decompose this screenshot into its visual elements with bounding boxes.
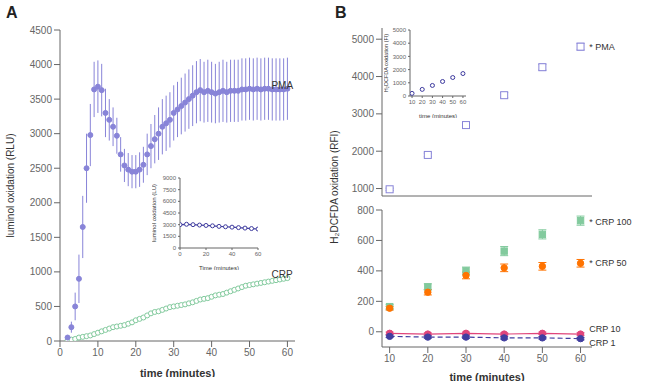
svg-text:luminol oxidation (LU): luminol oxidation (LU) — [152, 184, 157, 242]
svg-text:H₂DCFDA oxidation (FI): H₂DCFDA oxidation (FI) — [384, 34, 389, 93]
svg-text:3000: 3000 — [163, 222, 177, 228]
svg-text:50: 50 — [537, 353, 549, 364]
svg-text:60: 60 — [255, 251, 262, 257]
svg-text:3000: 3000 — [30, 128, 53, 139]
svg-text:50: 50 — [449, 99, 456, 105]
svg-text:3000: 3000 — [393, 54, 407, 60]
svg-text:4000: 4000 — [393, 40, 407, 46]
svg-text:800: 800 — [357, 205, 374, 216]
svg-text:500: 500 — [35, 301, 52, 312]
svg-text:CRP 1: CRP 1 — [589, 338, 615, 348]
svg-text:9000: 9000 — [163, 175, 177, 181]
svg-text:20: 20 — [130, 347, 142, 358]
svg-text:1500: 1500 — [30, 232, 53, 243]
svg-text:7500: 7500 — [163, 187, 177, 193]
svg-text:10: 10 — [384, 353, 396, 364]
svg-text:* CRP 100: * CRP 100 — [589, 217, 631, 227]
svg-text:* PMA: * PMA — [589, 42, 615, 52]
svg-text:4000: 4000 — [30, 59, 53, 70]
svg-text:0: 0 — [46, 336, 52, 347]
svg-text:10: 10 — [92, 347, 104, 358]
svg-text:* CRP 50: * CRP 50 — [589, 258, 626, 268]
svg-text:luminol oxidation (RLU): luminol oxidation (RLU) — [8, 134, 16, 238]
html-text:H₂DCFDA oxidation (RFI): H₂DCFDA oxidation (RFI) — [329, 130, 340, 244]
svg-text:20: 20 — [419, 99, 426, 105]
svg-text:time (minutes): time (minutes) — [140, 367, 216, 377]
svg-text:20: 20 — [203, 251, 210, 257]
svg-text:4500: 4500 — [163, 210, 177, 216]
svg-text:5000: 5000 — [352, 34, 375, 45]
svg-text:2000: 2000 — [393, 67, 407, 73]
svg-text:time (minutes): time (minutes) — [419, 113, 457, 118]
svg-text:10: 10 — [409, 99, 416, 105]
html-text:A: A — [6, 4, 18, 21]
svg-text:3000: 3000 — [352, 108, 375, 119]
svg-text:60: 60 — [575, 353, 587, 364]
svg-text:Time (minutes): Time (minutes) — [199, 265, 239, 270]
svg-text:5000: 5000 — [393, 27, 407, 33]
svg-text:600: 600 — [357, 235, 374, 246]
svg-text:40: 40 — [206, 347, 218, 358]
svg-text:0: 0 — [178, 251, 182, 257]
svg-text:40: 40 — [499, 353, 511, 364]
svg-text:3500: 3500 — [30, 94, 53, 105]
svg-text:0: 0 — [57, 347, 63, 358]
svg-text:50: 50 — [244, 347, 256, 358]
svg-text:CRP: CRP — [271, 269, 292, 280]
svg-text:60: 60 — [282, 347, 294, 358]
svg-text:40: 40 — [439, 99, 446, 105]
svg-text:2000: 2000 — [352, 146, 375, 157]
svg-text:30: 30 — [168, 347, 180, 358]
svg-text:30: 30 — [429, 99, 436, 105]
svg-text:60: 60 — [460, 99, 467, 105]
svg-text:2500: 2500 — [30, 163, 53, 174]
svg-text:1000: 1000 — [352, 183, 375, 194]
svg-text:CRP 10: CRP 10 — [589, 324, 620, 334]
svg-text:0: 0 — [368, 326, 374, 337]
svg-text:0: 0 — [173, 245, 177, 251]
html-text:B: B — [335, 4, 347, 21]
svg-text:4500: 4500 — [30, 25, 53, 36]
svg-text:4000: 4000 — [352, 71, 375, 82]
svg-text:2000: 2000 — [30, 197, 53, 208]
svg-text:1000: 1000 — [393, 80, 407, 86]
svg-text:PMA: PMA — [271, 80, 293, 91]
svg-text:1500: 1500 — [163, 233, 177, 239]
svg-text:30: 30 — [460, 353, 472, 364]
svg-text:1000: 1000 — [30, 266, 53, 277]
svg-text:40: 40 — [229, 251, 236, 257]
svg-text:6000: 6000 — [163, 198, 177, 204]
svg-text:200: 200 — [357, 296, 374, 307]
svg-text:time (minutes): time (minutes) — [449, 371, 525, 381]
svg-text:400: 400 — [357, 265, 374, 276]
svg-text:0: 0 — [403, 93, 407, 99]
svg-text:20: 20 — [422, 353, 434, 364]
